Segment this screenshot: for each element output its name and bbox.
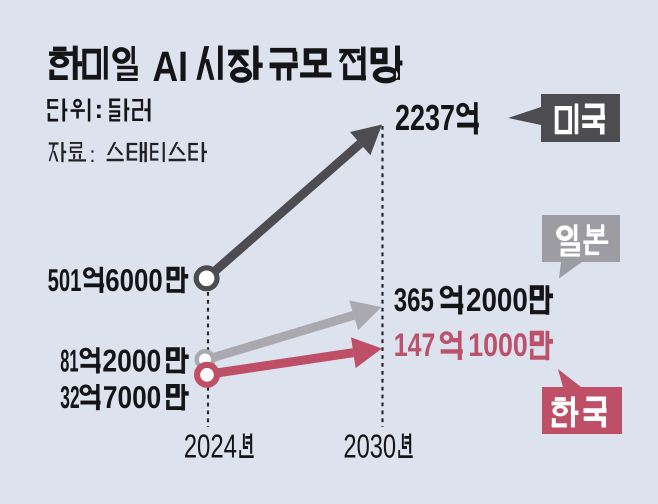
svg-text:81: 81 (60, 343, 78, 379)
svg-text::: : (95, 94, 104, 124)
svg-text:2237: 2237 (395, 97, 455, 138)
svg-text:2000: 2000 (102, 343, 161, 379)
svg-text:1000: 1000 (468, 326, 528, 363)
svg-text:365: 365 (394, 281, 434, 318)
svg-text:2030: 2030 (343, 429, 396, 466)
svg-text:6000: 6000 (105, 262, 163, 298)
svg-text:7000: 7000 (103, 379, 161, 415)
svg-text::: : (89, 142, 95, 167)
svg-text:147: 147 (394, 326, 436, 363)
svg-text:2000: 2000 (466, 281, 528, 318)
svg-text:AI: AI (153, 43, 188, 91)
svg-text:501: 501 (48, 262, 82, 298)
svg-text:32: 32 (60, 379, 79, 415)
svg-text:2024: 2024 (184, 429, 237, 466)
